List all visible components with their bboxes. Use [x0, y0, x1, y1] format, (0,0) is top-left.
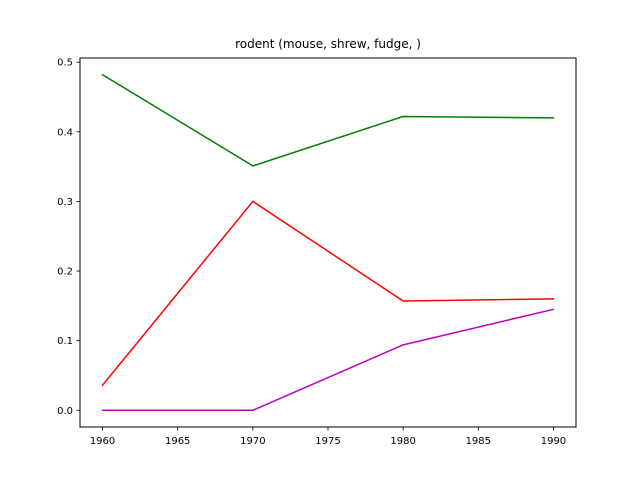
series-layer	[101, 73, 555, 412]
y-tick-label: 0.3	[57, 197, 73, 208]
series-line-1	[101, 73, 555, 167]
x-tick-label: 1960	[90, 436, 115, 447]
chart-title: rodent (mouse, shrew, fudge, )	[235, 37, 421, 51]
x-tick-label: 1975	[315, 436, 340, 447]
x-tick-label: 1990	[541, 436, 566, 447]
series-line-3	[101, 308, 555, 412]
plot-frame	[79, 57, 577, 428]
y-tick-label: 0.0	[57, 406, 73, 417]
x-axis: 1960 1965 1970 1975 1980 1985 1990	[90, 427, 566, 447]
x-tick-label: 1985	[466, 436, 491, 447]
y-tick-label: 0.4	[57, 127, 73, 138]
y-tick-label: 0.5	[57, 58, 73, 69]
x-tick-label: 1965	[165, 436, 190, 447]
x-tick-label: 1970	[240, 436, 265, 447]
series-line-2	[101, 200, 555, 387]
y-axis: 0.0 0.1 0.2 0.3 0.4 0.5	[57, 58, 80, 417]
y-tick-label: 0.1	[57, 336, 73, 347]
y-tick-label: 0.2	[57, 267, 73, 278]
x-tick-label: 1980	[390, 436, 415, 447]
